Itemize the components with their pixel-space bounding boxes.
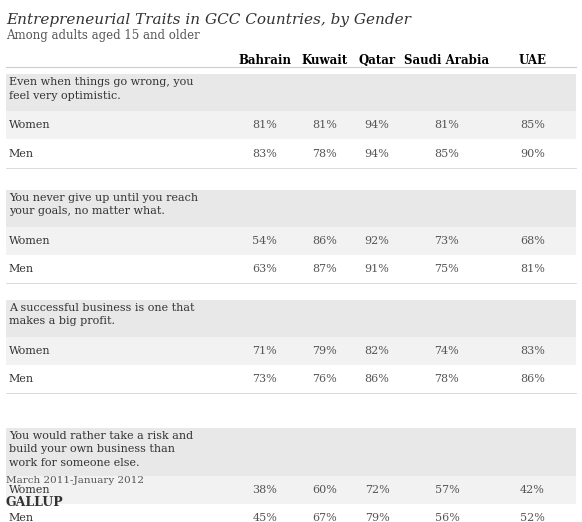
Text: 45%: 45%	[253, 513, 277, 522]
Text: 73%: 73%	[435, 236, 459, 246]
Bar	[6, 139, 576, 168]
Text: 82%: 82%	[365, 346, 389, 356]
Text: Bahrain: Bahrain	[238, 54, 292, 67]
Text: Men: Men	[9, 513, 34, 522]
Text: 90%: 90%	[520, 149, 545, 159]
Text: 94%: 94%	[365, 121, 389, 130]
Text: 57%: 57%	[435, 485, 459, 495]
Bar	[6, 189, 576, 227]
Text: 87%: 87%	[313, 264, 337, 274]
Text: 38%: 38%	[253, 485, 277, 495]
Text: Men: Men	[9, 374, 34, 384]
Text: 56%: 56%	[435, 513, 459, 522]
Bar	[6, 428, 576, 476]
Text: 91%: 91%	[365, 264, 389, 274]
Text: You would rather take a risk and
build your own business than
work for someone e: You would rather take a risk and build y…	[9, 431, 193, 468]
Bar	[6, 74, 576, 111]
Text: 86%: 86%	[365, 374, 389, 384]
Bar	[6, 365, 576, 393]
Text: 54%: 54%	[253, 236, 277, 246]
Bar	[6, 111, 576, 139]
Text: GALLUP: GALLUP	[6, 496, 63, 509]
Text: 81%: 81%	[520, 264, 545, 274]
Text: 42%: 42%	[520, 485, 545, 495]
Text: UAE: UAE	[519, 54, 546, 67]
Text: 92%: 92%	[365, 236, 389, 246]
Bar	[6, 227, 576, 255]
Text: Women: Women	[9, 346, 51, 356]
Text: 67%: 67%	[313, 513, 337, 522]
Text: Entrepreneurial Traits in GCC Countries, by Gender: Entrepreneurial Traits in GCC Countries,…	[6, 13, 411, 27]
Text: 81%: 81%	[253, 121, 277, 130]
Text: 72%: 72%	[365, 485, 389, 495]
Text: Men: Men	[9, 264, 34, 274]
Text: 52%: 52%	[520, 513, 545, 522]
Text: Men: Men	[9, 149, 34, 159]
Text: 83%: 83%	[520, 346, 545, 356]
Text: March 2011-January 2012: March 2011-January 2012	[6, 476, 144, 485]
Text: 86%: 86%	[313, 236, 337, 246]
Text: Saudi Arabia: Saudi Arabia	[404, 54, 489, 67]
Text: Women: Women	[9, 236, 51, 246]
Text: Women: Women	[9, 485, 51, 495]
Text: 85%: 85%	[520, 121, 545, 130]
Text: 68%: 68%	[520, 236, 545, 246]
Text: 60%: 60%	[313, 485, 337, 495]
Bar	[6, 476, 576, 504]
Bar	[6, 504, 576, 522]
Text: 73%: 73%	[253, 374, 277, 384]
Text: 83%: 83%	[253, 149, 277, 159]
Text: Women: Women	[9, 121, 51, 130]
Text: A successful business is one that
makes a big profit.: A successful business is one that makes …	[9, 303, 194, 326]
Text: 85%: 85%	[435, 149, 459, 159]
Text: 94%: 94%	[365, 149, 389, 159]
Text: You never give up until you reach
your goals, no matter what.: You never give up until you reach your g…	[9, 193, 198, 216]
Text: 78%: 78%	[313, 149, 337, 159]
Text: Among adults aged 15 and older: Among adults aged 15 and older	[6, 29, 200, 42]
Text: Kuwait: Kuwait	[301, 54, 348, 67]
Text: 81%: 81%	[313, 121, 337, 130]
Bar	[6, 337, 576, 365]
Text: 86%: 86%	[520, 374, 545, 384]
Text: Even when things go wrong, you
feel very optimistic.: Even when things go wrong, you feel very…	[9, 77, 193, 101]
Text: 79%: 79%	[313, 346, 337, 356]
Text: 75%: 75%	[435, 264, 459, 274]
Text: 76%: 76%	[313, 374, 337, 384]
Bar	[6, 300, 576, 337]
Text: Qatar: Qatar	[359, 54, 396, 67]
Text: 81%: 81%	[435, 121, 459, 130]
Text: 78%: 78%	[435, 374, 459, 384]
Text: 79%: 79%	[365, 513, 389, 522]
Text: 74%: 74%	[435, 346, 459, 356]
Text: 63%: 63%	[253, 264, 277, 274]
Text: 71%: 71%	[253, 346, 277, 356]
Bar	[6, 255, 576, 283]
